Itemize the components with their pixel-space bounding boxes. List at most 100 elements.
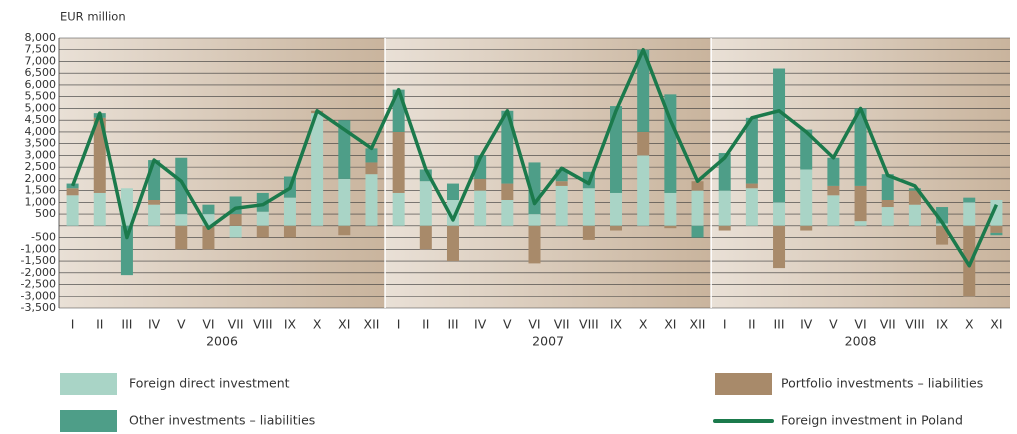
bar xyxy=(854,108,867,186)
x-tick-label: XII xyxy=(690,317,706,332)
bar xyxy=(392,131,405,193)
x-tick-label: IV xyxy=(474,317,487,332)
bar xyxy=(93,117,106,193)
y-tick-label: 6,000 xyxy=(25,78,57,91)
bar xyxy=(392,192,405,226)
bar xyxy=(718,190,731,226)
bar xyxy=(202,225,215,250)
x-tick-label: I xyxy=(71,317,75,332)
bar xyxy=(555,185,568,226)
bar xyxy=(664,225,677,229)
bar xyxy=(745,188,758,226)
bar xyxy=(664,94,677,193)
y-tick-label: 7,500 xyxy=(25,43,57,56)
group-background xyxy=(59,38,386,308)
bar xyxy=(936,225,949,245)
bar xyxy=(637,49,650,132)
x-tick-label: XI xyxy=(664,317,676,332)
bar xyxy=(827,195,840,226)
x-tick-label: IX xyxy=(936,317,949,332)
y-tick-label: 4,500 xyxy=(25,113,57,126)
bar xyxy=(691,181,704,191)
y-tick-label: -2,000 xyxy=(21,266,56,279)
group-background xyxy=(385,38,712,308)
x-tick-label: V xyxy=(177,317,186,332)
bar xyxy=(827,157,840,186)
x-tick-label: V xyxy=(503,317,512,332)
bar xyxy=(555,181,568,186)
bar xyxy=(528,225,541,264)
bar xyxy=(120,225,133,276)
y-tick-label: -2,500 xyxy=(21,278,56,291)
x-tick-label: VI xyxy=(528,317,540,332)
y-tick-label: 5,000 xyxy=(25,101,57,114)
bar xyxy=(745,183,758,189)
x-tick-label: IX xyxy=(610,317,623,332)
bar xyxy=(365,148,378,163)
bar xyxy=(637,155,650,226)
x-tick-label: II xyxy=(422,317,429,332)
x-tick-label: III xyxy=(447,317,458,332)
bar xyxy=(745,117,758,184)
bar xyxy=(637,131,650,156)
bar xyxy=(66,195,79,226)
bar xyxy=(691,190,704,226)
bar xyxy=(963,202,976,226)
y-axis-label: EUR million xyxy=(60,10,126,24)
x-tick-label: VII xyxy=(554,317,570,332)
y-tick-label: -3,000 xyxy=(21,289,56,302)
legend-label: Foreign investment in Poland xyxy=(781,413,963,428)
bar xyxy=(854,221,867,226)
x-tick-label: VII xyxy=(880,317,896,332)
x-tick-label: VII xyxy=(228,317,244,332)
bar xyxy=(474,178,487,191)
y-tick-label: 4,000 xyxy=(25,125,57,138)
bar xyxy=(881,207,894,226)
bar xyxy=(202,214,215,226)
legend-label: Other investments – liabilities xyxy=(129,413,315,428)
bar xyxy=(446,200,459,226)
bar xyxy=(474,190,487,226)
bar xyxy=(610,225,623,231)
bar xyxy=(419,181,432,226)
bar xyxy=(501,183,514,200)
y-tick-label: 1,500 xyxy=(25,184,57,197)
bar xyxy=(610,192,623,226)
bar xyxy=(610,106,623,193)
bar xyxy=(555,169,568,182)
x-tick-label: X xyxy=(965,317,974,332)
bar xyxy=(311,113,324,226)
bar xyxy=(338,120,351,179)
bar xyxy=(175,157,188,215)
x-tick-label: XII xyxy=(364,317,380,332)
group-label: 2007 xyxy=(532,334,564,349)
x-tick-label: IV xyxy=(800,317,813,332)
bar xyxy=(881,200,894,208)
y-tick-label: 500 xyxy=(35,207,56,220)
bar xyxy=(419,225,432,250)
bar xyxy=(800,129,813,170)
y-tick-label: 2,500 xyxy=(25,160,57,173)
bar xyxy=(66,188,79,196)
bar xyxy=(908,188,921,191)
bar xyxy=(582,188,595,226)
bar xyxy=(175,225,188,250)
x-tick-label: II xyxy=(748,317,755,332)
legend-label: Portfolio investments – liabilities xyxy=(781,376,983,391)
y-tick-label: -3,500 xyxy=(21,301,56,314)
bar xyxy=(582,225,595,240)
bar xyxy=(990,200,1003,226)
bar xyxy=(419,169,432,182)
legend-swatch xyxy=(60,373,117,395)
bar xyxy=(229,214,242,226)
x-tick-label: X xyxy=(639,317,648,332)
y-tick-label: 7,000 xyxy=(25,54,57,67)
bar xyxy=(501,110,514,184)
y-tick-label: 1,000 xyxy=(25,195,57,208)
bar xyxy=(990,225,1003,233)
y-tick-label: -500 xyxy=(31,231,56,244)
bar xyxy=(256,192,269,212)
bar xyxy=(773,202,786,226)
bar xyxy=(229,225,242,238)
x-tick-label: III xyxy=(774,317,785,332)
